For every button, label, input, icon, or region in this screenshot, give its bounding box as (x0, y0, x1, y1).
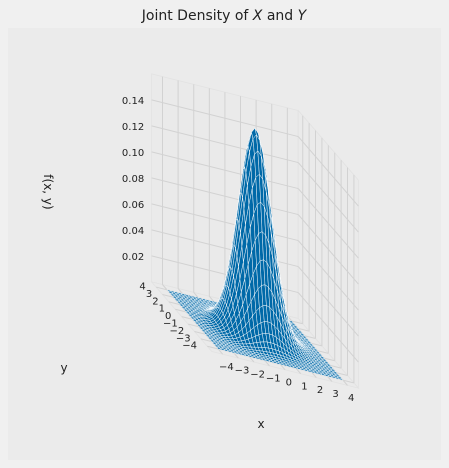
z-grid-side (297, 292, 359, 363)
y-axis-label: y (60, 361, 67, 375)
x-tick-label: −3 (235, 366, 250, 377)
surface-facet (337, 377, 344, 381)
x-tick-label: 3 (332, 389, 338, 400)
x-tick-label: 2 (317, 385, 323, 396)
z-grid-side (297, 266, 359, 337)
chart-title: Joint Density of X and Y (141, 8, 308, 24)
y-tick-label: 0 (165, 311, 171, 322)
x-axis-label: x (257, 417, 264, 431)
z-tick-label: 0.14 (122, 96, 144, 107)
x-tick-label: 4 (348, 393, 354, 404)
x-tick-label: −2 (250, 370, 265, 381)
z-grid-back (151, 99, 299, 138)
tick-labels: −4 −3 −2 −1 0 1 2 3 4−4−3−2−1012340.020.040.060.… (122, 96, 354, 404)
z-grid-back (151, 151, 299, 190)
y-tick-label: −3 (176, 333, 191, 344)
z-tick-label: 0.04 (122, 226, 144, 237)
z-axis-label: f(x, y) (41, 174, 55, 209)
z-grid-back (151, 177, 299, 216)
y-tick-label: 4 (139, 282, 145, 293)
z-tick-label: 0.02 (122, 252, 144, 263)
x-tick-label: 0 (286, 377, 292, 388)
density-surface (166, 127, 344, 381)
y-tick-label: −1 (163, 319, 178, 330)
x-tick-label: −4 (219, 362, 234, 373)
x-tick-label: −1 (266, 374, 281, 385)
y-tick-label: −2 (169, 326, 184, 337)
z-grid-side (297, 162, 359, 233)
z-grid-side (297, 136, 359, 207)
z-grid-side (297, 188, 359, 259)
y-tick-label: 2 (152, 296, 158, 307)
z-grid-side (297, 214, 359, 285)
z-tick-label: 0.06 (122, 200, 144, 211)
z-grid-side (297, 240, 359, 311)
z-tick-label: 0.08 (122, 174, 144, 185)
x-tick-label: 1 (301, 381, 307, 392)
z-grid-back (151, 125, 299, 164)
y-tick-label: −4 (182, 341, 197, 352)
y-tick-label: 1 (159, 304, 165, 315)
z-tick-label: 0.12 (122, 122, 144, 133)
y-tick-label: 3 (146, 289, 152, 300)
z-tick-label: 0.10 (122, 148, 144, 159)
